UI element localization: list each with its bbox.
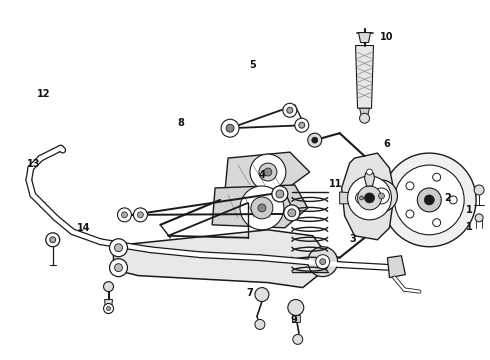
Circle shape <box>110 259 127 276</box>
Polygon shape <box>360 108 369 116</box>
Circle shape <box>258 204 266 212</box>
Circle shape <box>378 193 385 199</box>
Circle shape <box>394 165 464 235</box>
Circle shape <box>308 247 338 276</box>
Circle shape <box>133 208 147 222</box>
Circle shape <box>226 124 234 132</box>
Circle shape <box>110 239 127 257</box>
Polygon shape <box>212 185 308 228</box>
Circle shape <box>255 319 265 329</box>
Circle shape <box>288 209 296 217</box>
Text: 13: 13 <box>27 159 41 169</box>
Circle shape <box>349 186 373 210</box>
Text: 4: 4 <box>259 170 266 180</box>
Text: 2: 2 <box>444 193 451 203</box>
Polygon shape <box>356 45 373 108</box>
Circle shape <box>367 169 372 175</box>
Polygon shape <box>342 153 394 240</box>
Circle shape <box>284 205 300 221</box>
Polygon shape <box>388 256 405 278</box>
Polygon shape <box>359 32 370 42</box>
Circle shape <box>287 107 293 113</box>
Circle shape <box>115 264 122 272</box>
Circle shape <box>312 137 318 143</box>
Circle shape <box>251 197 273 219</box>
Circle shape <box>288 300 304 315</box>
Polygon shape <box>365 173 374 186</box>
Polygon shape <box>225 152 310 190</box>
Text: 10: 10 <box>380 32 393 41</box>
Circle shape <box>358 186 382 210</box>
Circle shape <box>433 219 441 227</box>
Polygon shape <box>114 230 326 288</box>
Circle shape <box>406 182 414 190</box>
Circle shape <box>475 214 483 222</box>
Circle shape <box>406 210 414 218</box>
Circle shape <box>383 153 476 247</box>
Text: 14: 14 <box>77 224 91 233</box>
Circle shape <box>103 303 114 314</box>
Circle shape <box>365 193 374 203</box>
Circle shape <box>46 233 60 247</box>
Circle shape <box>295 118 309 132</box>
Text: 8: 8 <box>177 118 184 128</box>
Circle shape <box>360 196 364 200</box>
Circle shape <box>308 133 322 147</box>
Text: 11: 11 <box>329 179 342 189</box>
Circle shape <box>347 176 392 220</box>
Circle shape <box>417 188 441 212</box>
Circle shape <box>424 195 434 205</box>
Circle shape <box>293 334 303 345</box>
Text: 5: 5 <box>249 60 256 70</box>
Circle shape <box>272 186 288 202</box>
Circle shape <box>264 168 272 176</box>
Circle shape <box>299 122 305 128</box>
Polygon shape <box>292 315 300 323</box>
Circle shape <box>221 119 239 137</box>
Circle shape <box>319 259 326 265</box>
Text: 1: 1 <box>466 206 473 216</box>
Circle shape <box>283 103 297 117</box>
Polygon shape <box>104 300 113 309</box>
Circle shape <box>276 190 284 198</box>
Circle shape <box>356 192 368 204</box>
Text: 6: 6 <box>383 139 390 149</box>
Circle shape <box>373 188 390 204</box>
Text: 7: 7 <box>246 288 253 298</box>
Circle shape <box>433 173 441 181</box>
Circle shape <box>255 288 269 302</box>
Circle shape <box>474 185 484 195</box>
Circle shape <box>50 237 56 243</box>
Circle shape <box>122 212 127 218</box>
Circle shape <box>449 196 457 204</box>
Text: 3: 3 <box>349 234 356 244</box>
Circle shape <box>360 113 369 123</box>
Circle shape <box>259 163 277 181</box>
Polygon shape <box>340 192 379 204</box>
Circle shape <box>106 306 111 310</box>
Text: 12: 12 <box>37 89 50 99</box>
Circle shape <box>316 255 330 269</box>
Circle shape <box>115 244 122 252</box>
Circle shape <box>366 180 397 212</box>
Circle shape <box>137 212 144 218</box>
Circle shape <box>250 154 286 190</box>
Circle shape <box>118 208 131 222</box>
Circle shape <box>103 282 114 292</box>
Text: 1: 1 <box>466 222 473 231</box>
Circle shape <box>240 186 284 230</box>
Text: 9: 9 <box>291 315 297 325</box>
